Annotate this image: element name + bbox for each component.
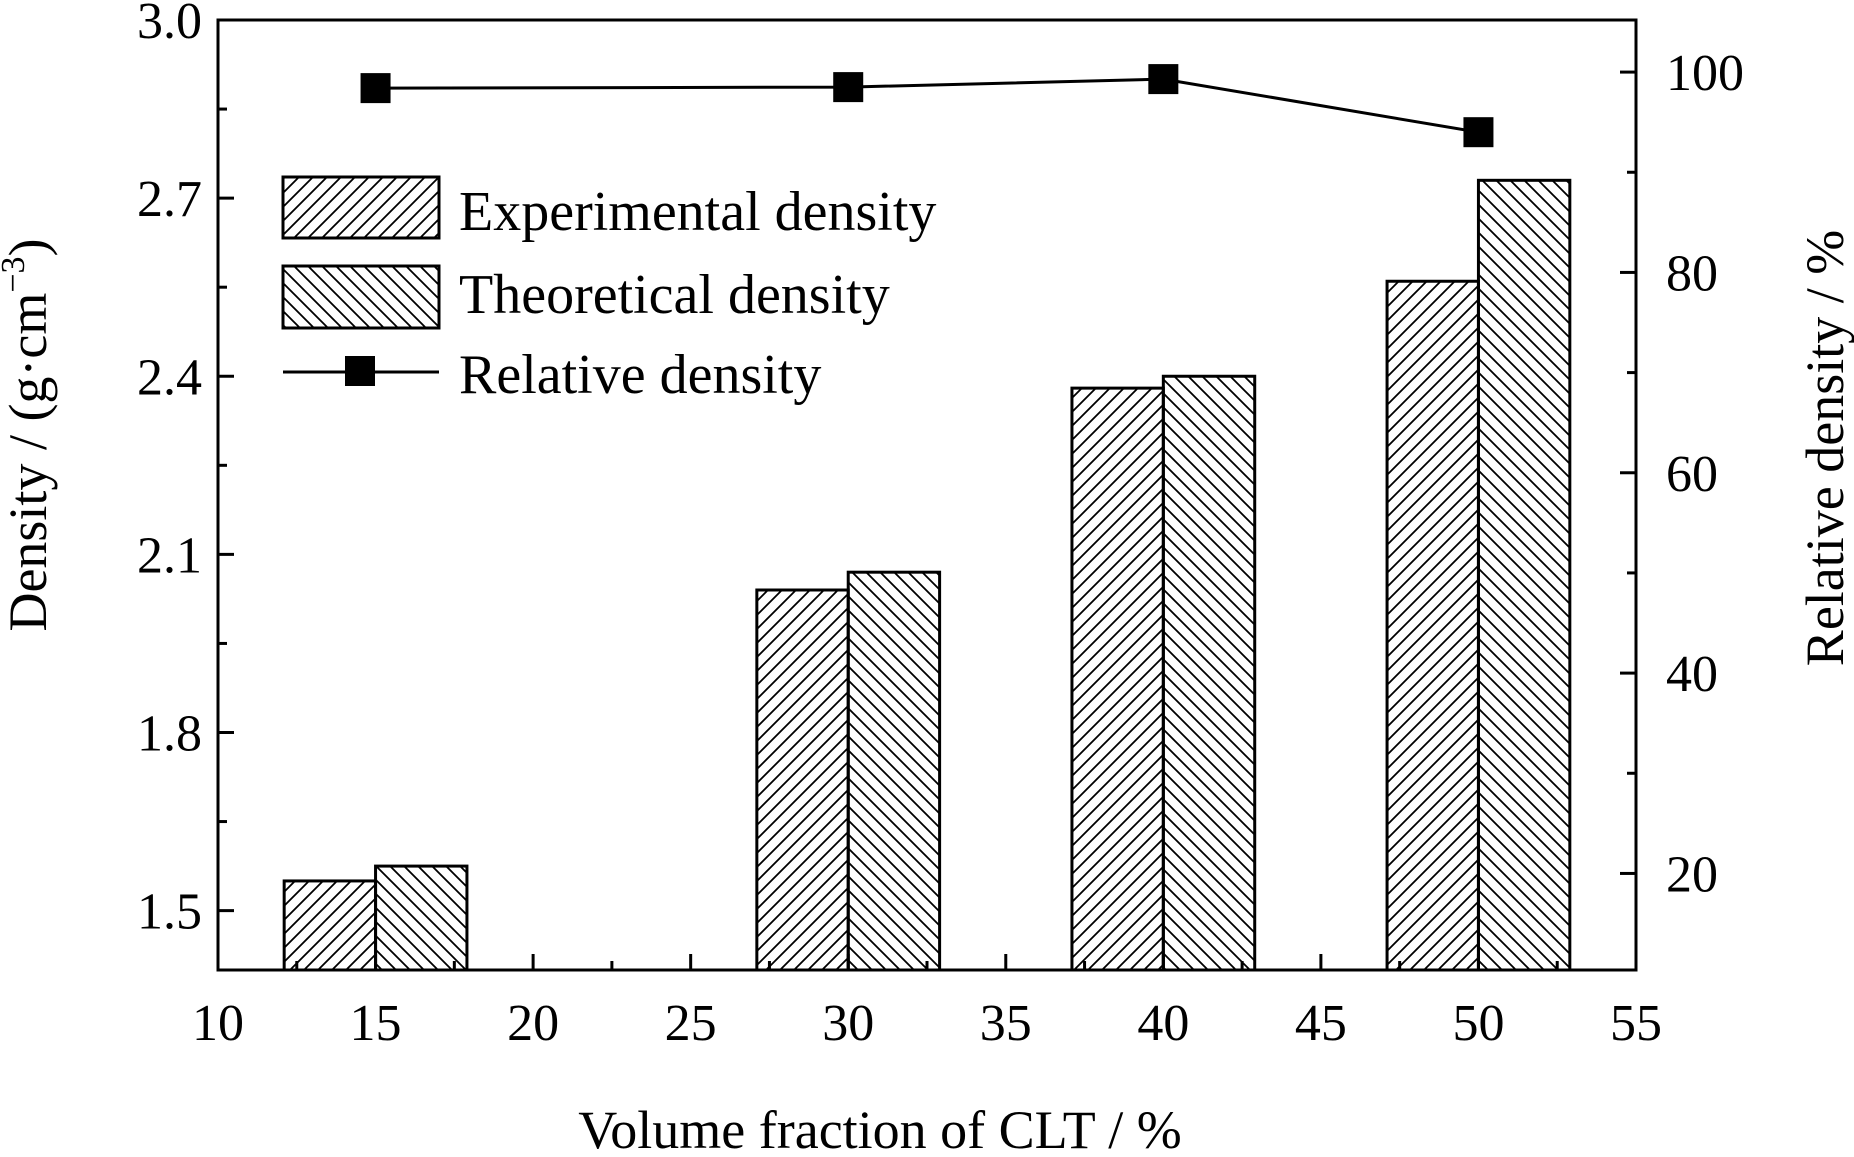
x-tick-label: 25	[665, 995, 717, 1052]
legend-label-experimental-density: Experimental density	[459, 181, 936, 243]
y2-tick-label: 100	[1666, 45, 1744, 102]
relative-density-line	[375, 77, 1479, 134]
y-axis-title-superscript: −3	[0, 256, 32, 292]
y-tick-label: 1.8	[137, 706, 202, 763]
y-axis-ticks: 1.5 1.8 2.1 2.4 2.7 3.0	[137, 0, 234, 941]
bar-experimental-density	[282, 879, 378, 972]
bar-theoretical-density	[846, 570, 942, 972]
y-axis-title-close: )	[0, 238, 58, 256]
y2-axis-ticks: 20 40 60 80 100	[1620, 45, 1744, 903]
relative-density-marker	[1463, 117, 1494, 148]
x-tick-label: 10	[192, 995, 244, 1052]
relative-density-marker	[833, 72, 864, 103]
y-tick-label: 3.0	[137, 0, 202, 50]
bars-layer	[282, 178, 1572, 972]
bar-experimental-density	[1385, 279, 1480, 972]
bar-theoretical-density	[1476, 178, 1572, 972]
legend-label-relative-density: Relative density	[459, 344, 821, 406]
bar-experimental-density	[1070, 386, 1165, 972]
y-tick-label: 2.1	[137, 527, 202, 584]
x-axis-ticks: 10 15 20 25 30 35 40 45 50 55	[192, 954, 1662, 1052]
relative-density-line-layer	[360, 64, 1494, 148]
x-tick-label: 50	[1452, 995, 1504, 1052]
bar-experimental-density	[755, 588, 850, 972]
y2-tick-label: 20	[1666, 846, 1718, 903]
x-tick-label: 15	[350, 995, 402, 1052]
relative-density-marker	[360, 73, 391, 104]
x-axis-title: Volume fraction of CLT / %	[578, 1100, 1181, 1157]
y2-axis-title: Relative density / %	[1795, 230, 1854, 666]
y-axis-title-main: Density / (g·cm	[0, 293, 58, 632]
x-tick-label: 35	[980, 995, 1032, 1052]
y2-tick-label: 60	[1666, 446, 1718, 503]
x-tick-label: 20	[507, 995, 559, 1052]
y2-tick-label: 40	[1666, 646, 1718, 703]
bar-theoretical-density	[1161, 374, 1257, 972]
y-tick-label: 2.4	[137, 349, 202, 406]
x-tick-label: 40	[1137, 995, 1189, 1052]
y-tick-label: 1.5	[137, 884, 202, 941]
x-tick-label: 45	[1295, 995, 1347, 1052]
legend-swatch-experimental-density	[281, 175, 441, 240]
relative-density-marker	[1148, 64, 1179, 95]
legend: Experimental density Theoretical density…	[281, 175, 936, 406]
x-tick-label: 55	[1610, 995, 1662, 1052]
y-tick-label: 2.7	[137, 171, 202, 228]
bar-theoretical-density	[374, 864, 469, 972]
legend-swatch-theoretical-density	[281, 264, 441, 330]
y2-tick-label: 80	[1666, 245, 1718, 302]
legend-marker-relative-density	[345, 356, 375, 386]
legend-label-theoretical-density: Theoretical density	[459, 264, 890, 326]
y-axis-title: Density / (g·cm−3)	[0, 238, 58, 631]
x-tick-label: 30	[822, 995, 874, 1052]
